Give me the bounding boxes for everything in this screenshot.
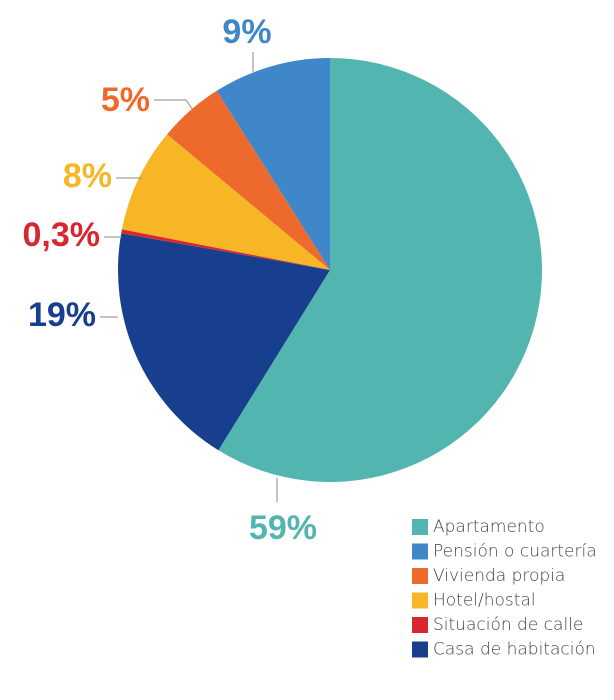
pie-slice [121,229,330,270]
leader-line [154,99,194,111]
legend-label: Hotel/hostal [433,591,536,611]
legend-swatch [412,568,428,584]
value-label: 0,3% [23,216,101,254]
legend-swatch [412,592,428,609]
legend-label: Casa de habitación [433,640,596,660]
pie-slice [121,134,330,270]
value-label: 8% [63,157,112,195]
value-label: 9% [222,13,271,51]
legend-label: Vivienda propia [433,566,565,586]
legend-swatch [412,641,428,658]
legend-swatch [412,617,428,633]
pie-slice [218,58,542,482]
legend-label: Pensión o cuartería [433,542,597,562]
legend-label: Situación de calle [433,615,583,635]
legend-label: Apartamento [433,517,545,537]
value-label: 19% [28,296,96,334]
value-label: 59% [249,509,317,547]
legend-swatch [412,543,428,560]
legend-swatch [412,519,428,535]
pie-slice [167,90,330,270]
pie-slice [118,233,330,451]
pie-slice [216,58,330,270]
value-label: 5% [101,81,150,119]
